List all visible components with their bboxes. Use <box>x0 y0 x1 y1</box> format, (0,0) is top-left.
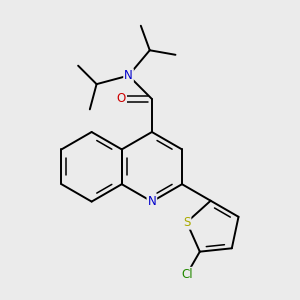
Text: Cl: Cl <box>181 268 193 281</box>
Text: N: N <box>124 69 133 82</box>
Text: S: S <box>183 216 190 229</box>
Text: N: N <box>148 195 156 208</box>
Text: O: O <box>117 92 126 106</box>
